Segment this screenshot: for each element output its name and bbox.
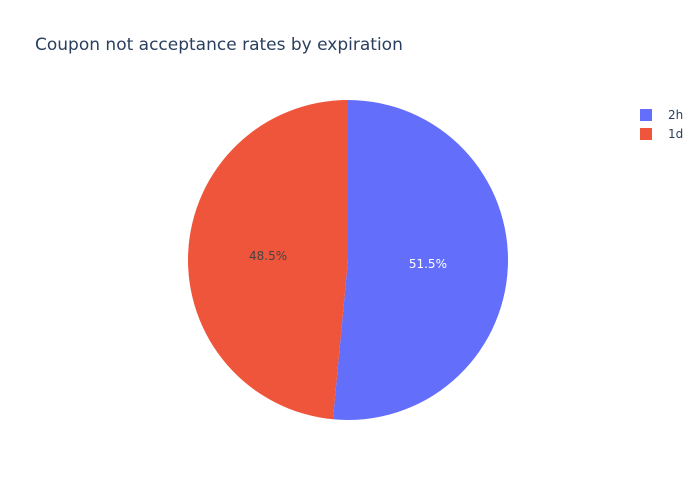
pie-labels: 51.5% 48.5% [249,249,447,271]
legend-swatch-2h [640,109,652,121]
slice-label-2h: 51.5% [409,257,447,271]
pie-slices [187,100,508,420]
slice-label-1d: 48.5% [249,249,287,263]
legend-item-2h[interactable]: 2h [640,108,683,122]
pie-slice-2h [332,100,508,420]
legend-label-2h: 2h [668,108,683,122]
chart-title: Coupon not acceptance rates by expiratio… [35,35,403,55]
legend-item-1d[interactable]: 1d [640,127,683,141]
legend-label-1d: 1d [668,127,683,141]
legend-swatch-1d [640,128,652,140]
pie-slice-1d [187,100,348,420]
